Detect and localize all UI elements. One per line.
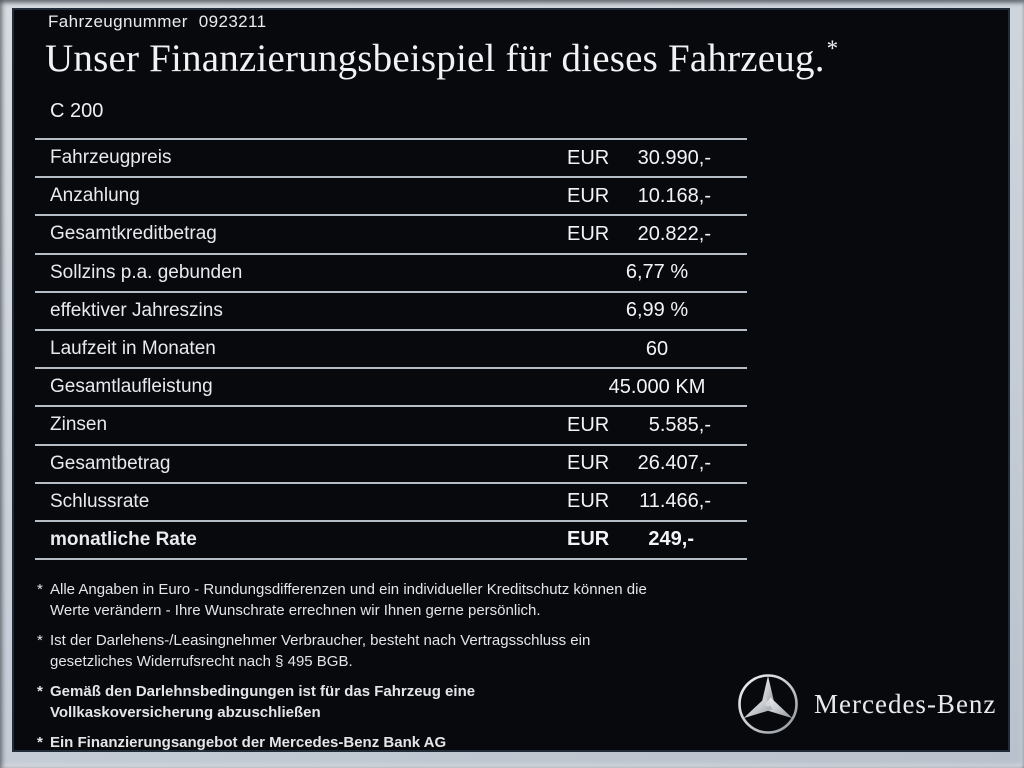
row-amount: 11.466,-: [639, 490, 711, 513]
row-currency: EUR: [567, 528, 610, 551]
vehicle-model: C 200: [50, 100, 104, 122]
table-row: Sollzins p.a. gebunden 6,77 %: [35, 252, 747, 291]
row-label: Laufzeit in Monaten: [50, 338, 216, 360]
row-value: EUR 11.466,-: [567, 490, 747, 513]
footnote-marker: *: [37, 581, 43, 598]
footnote-marker: *: [37, 683, 43, 700]
row-value: 6,99 %: [567, 299, 747, 322]
row-label: Sollzins p.a. gebunden: [50, 261, 243, 283]
footnote-text: Gemäß den Darlehnsbedingungen ist für da…: [50, 683, 476, 721]
table-row: Laufzeit in Monaten 60: [35, 328, 747, 367]
row-label: Fahrzeugpreis: [50, 147, 172, 169]
row-label: effektiver Jahreszins: [50, 299, 223, 321]
footnote: * Gemäß den Darlehnsbedingungen ist für …: [37, 681, 747, 723]
row-value: EUR 5.585,-: [567, 414, 747, 437]
row-label: monatliche Rate: [50, 528, 197, 550]
footnote-text: Alle Angaben in Euro - Rundungsdifferenz…: [50, 581, 647, 619]
footnote-text: Ist der Darlehens-/Leasingnehmer Verbrau…: [50, 632, 591, 670]
row-value: EUR 30.990,-: [567, 147, 747, 170]
mercedes-star-icon: [738, 674, 798, 734]
row-currency: EUR: [567, 452, 610, 475]
table-row: Schlussrate EUR 11.466,-: [35, 481, 747, 520]
vehicle-number-value: 0923211: [198, 12, 267, 31]
row-label: Gesamtkreditbetrag: [50, 223, 217, 245]
row-amount: 10.168,-: [637, 184, 711, 207]
row-currency: EUR: [567, 184, 610, 207]
footnote-text: Ein Finanzierungsangebot der Mercedes-Be…: [50, 734, 447, 751]
vehicle-number-label: Fahrzeugnummer: [48, 12, 188, 31]
row-amount: 249,-: [648, 528, 694, 551]
footnote: * Ist der Darlehens-/Leasingnehmer Verbr…: [37, 630, 747, 672]
row-amount: 20.822,-: [637, 222, 711, 245]
row-label: Gesamtlaufleistung: [50, 376, 213, 398]
table-row: Gesamtkreditbetrag EUR 20.822,-: [35, 214, 747, 252]
page-title: Unser Finanzierungsbeispiel für dieses F…: [45, 36, 838, 81]
row-value: 60: [567, 338, 747, 361]
footnote: * Alle Angaben in Euro - Rundungsdiffere…: [37, 579, 747, 621]
row-value: 6,77 %: [567, 261, 747, 284]
row-amount: 6,77 %: [625, 261, 689, 284]
title-footnote-marker: *: [826, 36, 839, 61]
brand-logo: Mercedes-Benz: [736, 672, 996, 736]
table-row: Gesamtlaufleistung 45.000 KM: [35, 367, 747, 405]
row-value: EUR 10.168,-: [567, 185, 747, 208]
table-row: Zinsen EUR 5.585,-: [35, 405, 747, 443]
row-value: 45.000 KM: [567, 376, 747, 399]
finance-table: Fahrzeugpreis EUR 30.990,- Anzahlung EUR…: [35, 138, 747, 561]
row-label: Zinsen: [50, 414, 108, 436]
row-amount: 5.585,-: [648, 413, 711, 436]
row-amount: 6,99 %: [625, 299, 689, 322]
row-currency: EUR: [567, 146, 610, 169]
table-row: Gesamtbetrag EUR 26.407,-: [35, 443, 747, 482]
row-value: EUR 20.822,-: [567, 223, 747, 246]
row-amount: 60: [645, 337, 669, 360]
table-row: effektiver Jahreszins 6,99 %: [35, 290, 747, 329]
table-row: monatliche Rate EUR 249,-: [35, 519, 747, 558]
row-value: EUR 249,-: [567, 528, 747, 551]
row-currency: EUR: [567, 413, 610, 436]
row-currency: EUR: [567, 490, 610, 513]
row-amount: 30.990,-: [637, 146, 711, 169]
page-title-text: Unser Finanzierungsbeispiel für dieses F…: [45, 37, 825, 80]
footnote: * Ein Finanzierungsangebot der Mercedes-…: [37, 732, 747, 753]
brand-wordmark: Mercedes-Benz: [814, 688, 997, 719]
footnote-marker: *: [37, 734, 43, 751]
vehicle-number: Fahrzeugnummer 0923211: [48, 12, 267, 32]
footnote-marker: *: [37, 632, 43, 649]
table-row: Fahrzeugpreis EUR 30.990,-: [35, 138, 747, 176]
table-row: Anzahlung EUR 10.168,-: [35, 176, 747, 214]
finance-offer-panel: Fahrzeugnummer 0923211 Unser Finanzierung…: [12, 8, 1010, 752]
row-label: Schlussrate: [50, 490, 150, 512]
row-amount: 45.000 KM: [608, 375, 706, 398]
row-label: Gesamtbetrag: [50, 452, 171, 474]
row-label: Anzahlung: [50, 185, 140, 207]
footnotes: * Alle Angaben in Euro - Rundungsdiffere…: [37, 579, 747, 762]
row-value: EUR 26.407,-: [567, 452, 747, 475]
row-amount: 26.407,-: [637, 452, 711, 475]
row-currency: EUR: [567, 222, 610, 245]
